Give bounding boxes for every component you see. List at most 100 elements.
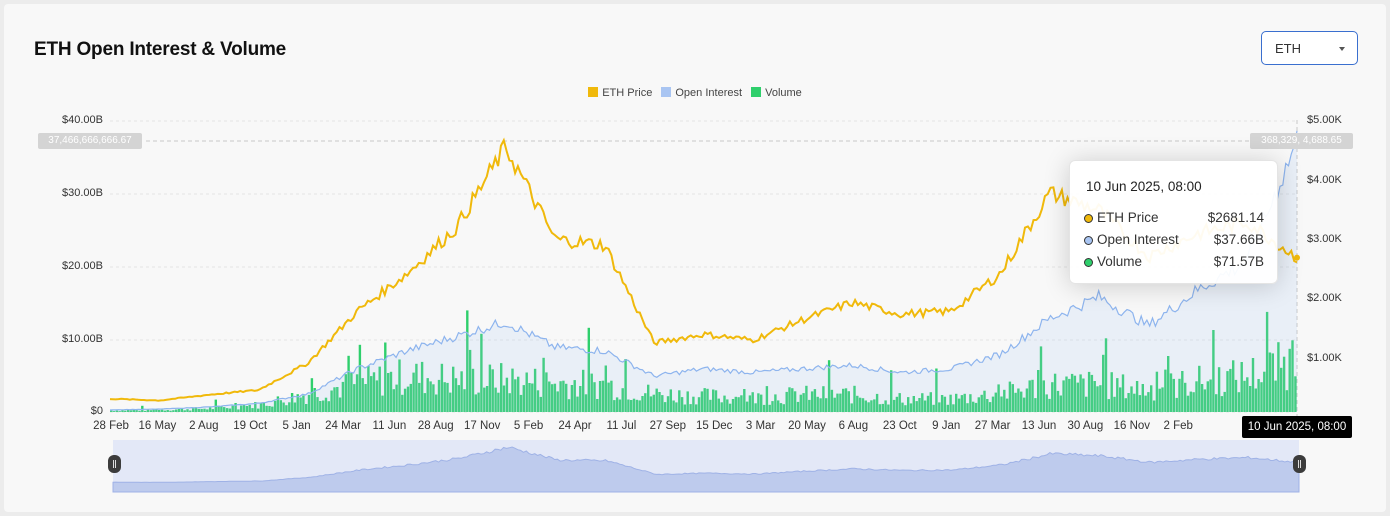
volume-bar [477,392,480,412]
volume-bar [1070,373,1074,412]
volume-bar [785,391,788,412]
volume-bar [994,392,997,412]
range-handle-right[interactable] [1293,455,1306,473]
volume-bar [398,359,401,412]
volume-bar [819,398,822,412]
volume-bar [500,363,503,412]
tooltip-date: 10 Jun 2025, 08:00 [1086,179,1202,194]
volume-bar [649,396,653,412]
volume-bar [731,399,735,412]
volume-bar [409,383,412,412]
volume-bar [440,363,444,412]
tooltip-label: Open Interest [1097,232,1179,247]
volume-bar [915,401,918,412]
volume-bar [760,394,763,412]
tooltip-value: $2681.14 [1207,210,1264,225]
volume-bar [231,405,234,412]
volume-bar [1130,386,1133,412]
volume-bar [700,391,704,412]
volume-bar [406,386,410,412]
volume-bar [791,388,794,412]
tooltip-value: $37.66B [1213,232,1264,247]
volume-bar [302,395,305,412]
volume-bar [1280,367,1283,412]
volume-bar [1073,375,1077,412]
volume-bar [1263,371,1266,412]
volume-bar [466,310,469,412]
volume-bar [615,397,619,412]
volume-bar [1147,392,1150,412]
y-left-tick-label: $20.00B [62,260,103,272]
volume-bar [350,373,353,412]
volume-bar [517,376,520,412]
x-tick-label: 24 Apr [558,420,592,432]
volume-bar [319,401,322,412]
x-tick-label: 5 Feb [513,420,544,432]
volume-bar [273,400,277,412]
volume-bar [288,402,291,412]
volume-bar [1223,391,1226,412]
volume-bar [952,404,955,412]
volume-bar [1039,346,1043,412]
volume-bar [463,389,466,412]
volume-bar [282,402,285,412]
volume-bar [904,405,907,412]
legend-item-volume[interactable]: Volume [751,87,802,99]
volume-bar [955,393,958,412]
volume-bar [1271,353,1274,412]
volume-bar [672,400,675,412]
volume-bar [1116,378,1119,412]
volume-bar [143,410,147,412]
volume-bar [570,385,574,412]
volume-bar [160,409,164,412]
volume-bar [1234,379,1238,412]
tooltip-dot [1084,214,1093,223]
volume-bar [387,373,390,412]
volume-bar [1048,398,1051,412]
asset-select[interactable]: ETH [1261,31,1358,65]
volume-bar [655,388,658,412]
volume-bar [1150,385,1153,412]
volume-bar [1164,369,1167,412]
volume-bar [211,409,215,412]
volume-bar [1198,365,1201,412]
x-tick-label: 6 Aug [838,420,869,432]
page-title: ETH Open Interest & Volume [34,39,287,60]
volume-bar [420,361,424,412]
volume-bar [378,366,381,412]
volume-bar [426,378,429,412]
x-tick-label: 27 Sep [649,420,687,432]
volume-bar [1079,374,1082,412]
x-tick-label: 28 Feb [93,420,129,432]
volume-bar [796,401,800,412]
range-handle-left[interactable] [108,455,121,473]
volume-bar [861,398,865,412]
legend-item-price[interactable]: ETH Price [588,87,652,99]
volume-bar [802,393,805,412]
volume-bar [127,410,130,412]
volume-bar [1243,380,1246,412]
volume-bar [658,392,661,412]
volume-bar [621,388,624,412]
x-tick-label: 30 Aug [1067,420,1104,432]
volume-bar [514,379,517,412]
volume-bar [799,394,802,412]
volume-bar [960,395,964,412]
volume-bar [972,401,975,412]
x-tick-label: 9 Jan [932,420,961,432]
volume-bar [511,368,514,412]
x-tick-label: 17 Nov [463,420,501,432]
volume-bar [867,402,870,412]
volume-bar [678,390,681,412]
volume-bar [502,385,506,412]
volume-bar [703,388,706,412]
x-tick-label: 19 Oct [233,420,268,432]
volume-bar [370,376,373,412]
legend-item-open-interest[interactable]: Open Interest [661,87,742,99]
volume-bar [663,402,667,412]
volume-bar [932,404,935,412]
y-left-tick-label: $0 [90,405,103,417]
volume-bar [1028,380,1031,412]
x-tick-label: 11 Jun [372,420,407,432]
